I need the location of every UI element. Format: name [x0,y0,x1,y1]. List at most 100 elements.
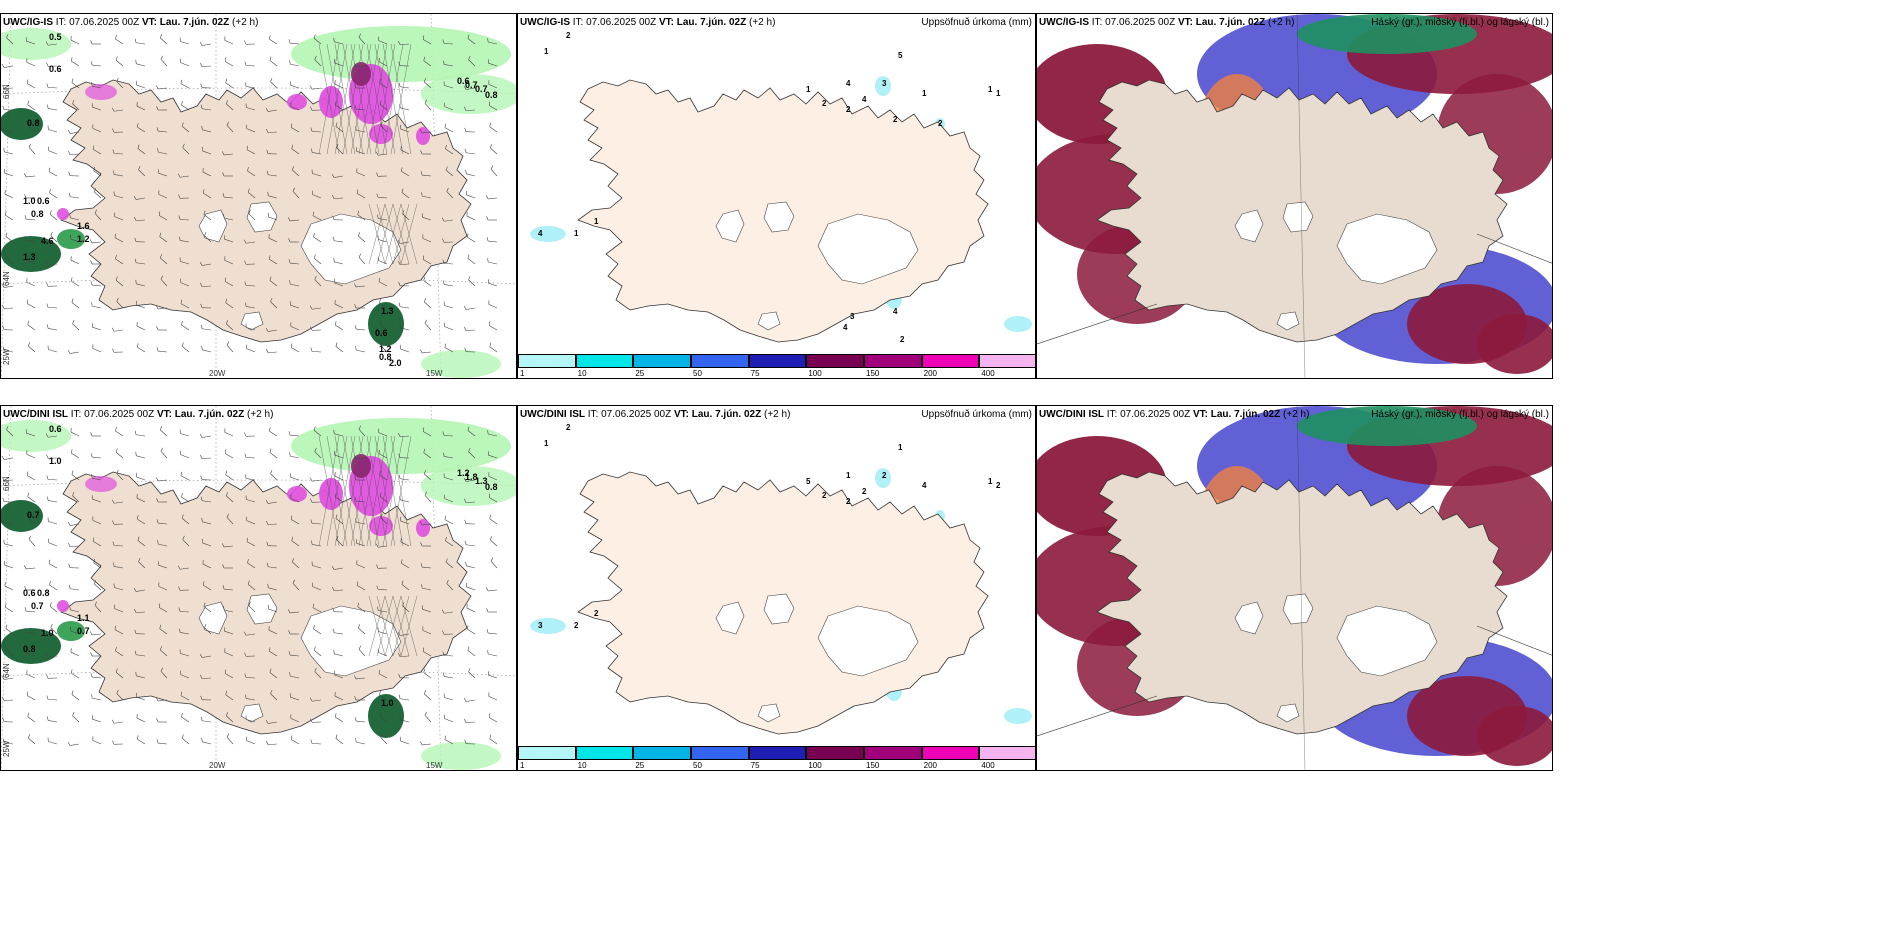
colorbar-swatch [518,746,576,760]
cloud-title: Háský (gr.), miðský (fj.bl.) og lágský (… [1371,409,1549,420]
wind-speed-label: 1.0 [41,628,54,638]
boundary-lines [1037,406,1552,770]
wind-speed-label: 1.1 [77,613,90,623]
precip-amount-label: 2 [822,491,827,500]
precip-colorbar: 1 10 25 50 75 100 150 200 400 [518,744,1035,770]
graticule-labels: 25W 20W 15W 66N 64N [2,84,443,378]
heavy-precip [57,454,430,612]
colorbar-swatch [633,354,691,368]
precip-amount-label: 5 [898,51,903,60]
cloud-panel-row1: UWC/IG-IS IT: 07.06.2025 00Z VT: Lau. 7.… [1036,13,1553,379]
wind-speed-label: 0.7 [31,601,44,611]
colorbar-label: 1 [520,761,525,770]
wind-speed-label: 0.7 [465,80,478,90]
colorbar-swatch [748,354,807,368]
colorbar-label: 1 [520,369,525,378]
iceland-landmass [1096,79,1508,343]
colorbar-label: 150 [866,761,880,770]
wind-speed-label: 0.6 [37,196,50,206]
precip-amount-label: 2 [893,115,898,124]
longitude-label: 20W [209,761,226,770]
panel-title: UWC/IG-IS IT: 07.06.2025 00Z VT: Lau. 7.… [520,17,776,28]
colorbar-label: 75 [750,369,760,378]
wind-speed-label: 1.0 [23,196,36,206]
colorbar-label: 10 [577,369,587,378]
longitude-label: 25W [2,348,11,365]
colorbar-label: 100 [808,369,822,378]
hatch-area [318,435,418,657]
longitude-label: 25W [2,740,11,757]
colorbar-swatch [691,354,749,368]
wind-panel-row1: UWC/IG-IS IT: 07.06.2025 00Z VT: Lau. 7.… [0,13,517,379]
precip-amount-label: 2 [846,105,851,114]
wind-speed-label: 0.8 [379,352,392,362]
iceland-landmass [60,471,472,735]
precip-title: Uppsöfnuð úrkoma (mm) [921,409,1032,420]
precip-amount-label: 2 [938,119,943,128]
colorbar-swatch [748,746,807,760]
precip-amount-label: 3 [882,79,887,88]
precip-title: Uppsöfnuð úrkoma (mm) [921,17,1032,28]
cloud-map [1037,14,1552,378]
wind-speed-label: 1.0 [49,456,62,466]
precip-amount-label: 2 [594,609,599,618]
wind-speed-label: 0.8 [31,209,44,219]
panel-title: UWC/IG-IS IT: 07.06.2025 00Z VT: Lau. 7.… [3,17,259,28]
wind-speed-label: 0.7 [475,84,488,94]
precip-amount-label: 1 [988,85,993,94]
wind-speed-label: 0.8 [485,90,498,100]
precip-amount-label: 2 [882,471,887,480]
precip-amount-label: 4 [843,323,848,332]
iceland-landmass [577,79,989,343]
precip-amount-label: 1 [996,89,1001,98]
precip-amount-label: 4 [846,79,851,88]
cloud-panel-row2: UWC/DINI ISL IT: 07.06.2025 00Z VT: Lau.… [1036,405,1553,771]
wind-speed-label: 0.6 [49,64,62,74]
colorbar-label: 50 [693,369,702,378]
colorbar-label: 400 [981,761,995,770]
precip-amount-label: 1 [922,89,927,98]
longitude-label: 15W [426,369,443,378]
precip-amount-label: 2 [822,99,827,108]
wind-speed-label: 0.5 [49,32,62,42]
precip-amount-label: 1 [574,229,579,238]
precip-amount-label: 4 [538,229,543,238]
colorbar-swatch [979,354,1035,368]
precip-amount-label: 4 [862,95,867,104]
precip-amount-label: 1 [988,477,993,486]
precip-amount-label: 1 [544,47,549,56]
latitude-label: 66N [2,84,11,99]
wind-speed-label: 1.3 [475,476,488,486]
wind-speed-label: 1.3 [381,306,394,316]
colorbar-label: 200 [923,761,938,770]
precip-amount-label: 1 [594,217,599,226]
wind-speed-label: 0.6 [457,76,470,86]
colorbar-swatch [921,354,980,368]
precip-amount-label: 3 [850,312,855,321]
heavy-precip [57,62,430,220]
precip-amount-label: 1 [846,471,851,480]
precip-amount-label: 2 [846,497,851,506]
longitude-label: 15W [426,761,443,770]
precip-amount-label: 2 [574,621,579,630]
precip-panel-row1: UWC/IG-IS IT: 07.06.2025 00Z VT: Lau. 7.… [517,13,1036,379]
wind-barbs [1,425,498,746]
panel-title: UWC/DINI ISL IT: 07.06.2025 00Z VT: Lau.… [3,409,274,420]
precip-amount-label: 2 [900,335,905,344]
wind-speed-label: 0.8 [485,482,498,492]
wind-speed-labels: 0.50.60.81.0 0.60.84.61.61.21.30.60.70.70… [23,32,498,368]
colorbar-swatch [806,746,864,760]
colorbar-swatch [806,354,864,368]
wind-speed-label: 1.2 [77,234,90,244]
precip-amount-label: 5 [806,477,811,486]
colorbar-swatch [921,746,980,760]
wind-speed-label: 0.7 [27,510,40,520]
precip-amount-label: 2 [996,481,1001,490]
cloud-map [1037,406,1552,770]
wind-speed-label: 1.2 [457,468,470,478]
